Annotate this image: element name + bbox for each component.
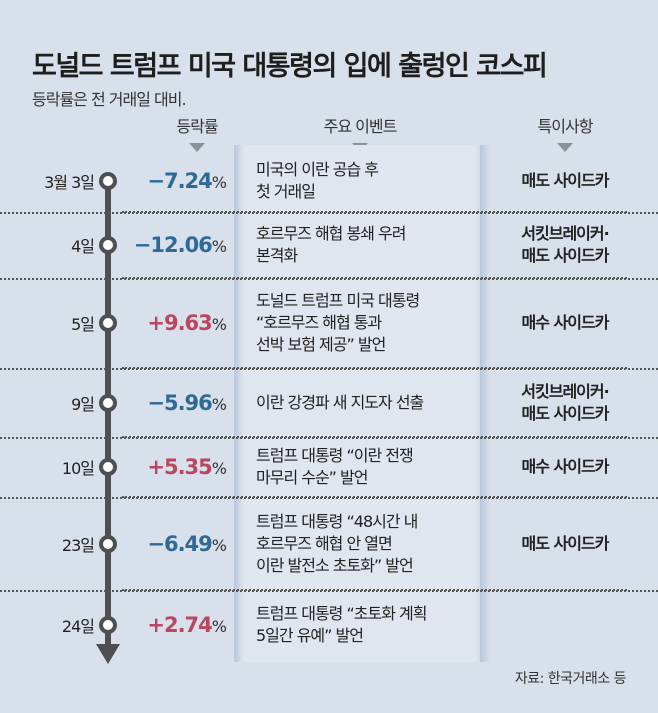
row-date: 4일 (71, 237, 95, 256)
note-text: 서킷브레이커· 매도 사이드카 (521, 224, 609, 265)
event-text: 호르무즈 해협 봉쇄 우려 본격화 (256, 224, 406, 265)
row-date: 23일 (61, 535, 95, 555)
triangle-down-icon (189, 143, 205, 152)
change-value: +9.63% (147, 311, 227, 335)
timeline-dot-icon (99, 393, 117, 412)
timeline-dot-icon (99, 314, 117, 332)
row-date: 5일 (71, 315, 95, 334)
page-title: 도널드 트럼프 미국 대통령의 입에 출렁인 코스피 (32, 51, 548, 82)
timeline-arrow-icon (96, 644, 120, 664)
note-text: 매도 사이드카 (521, 171, 610, 190)
timeline-line (105, 178, 111, 646)
event-text: 이란 강경파 새 지도자 선출 (256, 392, 424, 412)
event-text: 트럼프 대통령 “이란 전쟁 마무리 수순” 발언 (256, 446, 414, 487)
timeline-dot-icon (99, 534, 117, 553)
change-value: +5.35% (147, 455, 227, 479)
source-note: 자료: 한국거래소 등 (514, 671, 627, 687)
row-date: 10일 (61, 459, 95, 478)
row-divider (122, 367, 627, 369)
event-text: 트럼프 대통령 “48시간 내 호르무즈 해협 안 열면 이란 발전소 초토화” 발… (256, 511, 418, 575)
table-row: 24일 +2.74% 트럼프 대통령 “초토화 계획 5일간 유예” 발언 (0, 590, 658, 660)
triangle-down-icon (557, 143, 573, 152)
timeline-dot-icon (99, 458, 117, 476)
timeline-dot-icon (99, 172, 117, 190)
row-date: 24일 (61, 617, 95, 636)
change-value: −12.06% (133, 233, 227, 257)
table-row: 4일 −12.06% 호르무즈 해협 봉쇄 우려 본격화 서킷브레이커· 매도 사이드카 (0, 212, 658, 280)
event-text: 트럼프 대통령 “초토화 계획 5일간 유예” 발언 (256, 604, 427, 645)
event-text: 도널드 트럼프 미국 대통령 “호르무즈 해협 통과 선박 보험 제공” 발언 (256, 291, 420, 354)
row-divider (122, 589, 627, 591)
event-column-band (234, 145, 486, 662)
change-value: −6.49% (147, 531, 227, 556)
note-column-shadow (480, 145, 490, 662)
note-text: 매수 사이드카 (521, 457, 610, 476)
row-date: 3월 3일 (44, 173, 95, 192)
header-note: 특이사항 (485, 113, 645, 152)
note-text: 매도 사이드카 (521, 533, 610, 553)
table-row: 23일 −6.49% 트럼프 대통령 “48시간 내 호르무즈 해협 안 열면 이란 발… (0, 497, 658, 592)
row-divider (122, 436, 627, 438)
subtitle: 등락률은 전 거래일 대비. (32, 90, 187, 109)
timeline-dot-icon (99, 616, 117, 634)
row-divider (122, 277, 627, 279)
timeline-dot-icon (99, 236, 117, 254)
note-text: 매수 사이드카 (521, 313, 610, 332)
header-change: 등락률 (117, 113, 277, 152)
row-divider (122, 211, 627, 213)
table-row: 10일 +5.35% 트럼프 대통령 “이란 전쟁 마무리 수순” 발언 매수 사이드카 (0, 437, 658, 499)
table-row: 9일 −5.96% 이란 강경파 새 지도자 선출 서킷브레이커· 매도 사이드카 (0, 368, 658, 439)
change-value: +2.74% (147, 613, 227, 637)
note-text: 서킷브레이커· 매도 사이드카 (521, 381, 609, 423)
row-divider (122, 496, 627, 498)
change-value: −7.24% (147, 169, 227, 193)
change-value: −5.96% (147, 390, 227, 415)
table-row: 5일 +9.63% 도널드 트럼프 미국 대통령 “호르무즈 해협 통과 선박 보험 제… (0, 278, 658, 370)
row-date: 9일 (71, 394, 95, 414)
